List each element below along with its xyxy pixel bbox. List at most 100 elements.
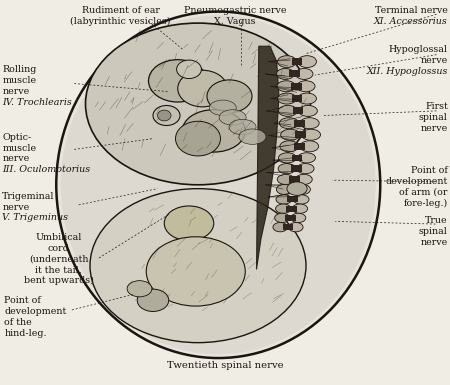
Ellipse shape <box>148 60 207 102</box>
Text: (labyrinthic vesicles): (labyrinthic vesicles) <box>70 17 171 26</box>
Polygon shape <box>286 206 297 212</box>
Text: Hypoglossal: Hypoglossal <box>389 45 448 54</box>
Ellipse shape <box>297 81 315 92</box>
Text: bent upwards): bent upwards) <box>23 276 94 285</box>
Ellipse shape <box>277 81 295 92</box>
Polygon shape <box>285 215 296 221</box>
Polygon shape <box>292 155 302 161</box>
Ellipse shape <box>281 129 300 140</box>
Ellipse shape <box>176 60 202 79</box>
Ellipse shape <box>279 118 298 129</box>
Text: Terminal nerve: Terminal nerve <box>375 6 448 15</box>
Text: nerve: nerve <box>420 124 448 132</box>
Polygon shape <box>291 83 302 90</box>
Text: IV. Trochlearis: IV. Trochlearis <box>2 98 72 107</box>
Ellipse shape <box>294 184 310 194</box>
Ellipse shape <box>298 56 316 67</box>
Ellipse shape <box>288 223 303 232</box>
Text: XII. Hypoglossus: XII. Hypoglossus <box>366 67 448 76</box>
Ellipse shape <box>277 174 294 184</box>
Text: True: True <box>425 216 448 225</box>
Text: it the tail,: it the tail, <box>35 265 82 274</box>
Text: Point of: Point of <box>411 166 448 175</box>
Text: nerve: nerve <box>2 154 30 163</box>
Text: muscle: muscle <box>2 76 36 85</box>
Text: of arm (or: of arm (or <box>400 188 448 197</box>
Text: nerve: nerve <box>2 87 30 96</box>
Polygon shape <box>256 46 279 270</box>
Text: Pneumogastric nerve: Pneumogastric nerve <box>184 6 286 15</box>
Ellipse shape <box>176 121 220 156</box>
Ellipse shape <box>300 118 319 129</box>
Polygon shape <box>288 186 299 192</box>
Text: (underneath: (underneath <box>29 254 88 263</box>
Polygon shape <box>292 107 303 114</box>
Ellipse shape <box>276 184 293 194</box>
Ellipse shape <box>287 182 307 196</box>
Ellipse shape <box>297 164 314 174</box>
Polygon shape <box>289 176 300 182</box>
Ellipse shape <box>274 213 290 223</box>
Text: III. Oculomotorius: III. Oculomotorius <box>2 165 90 174</box>
Ellipse shape <box>56 12 380 358</box>
Ellipse shape <box>90 189 306 343</box>
Ellipse shape <box>292 204 308 213</box>
Text: spinal: spinal <box>419 113 448 122</box>
Polygon shape <box>292 95 302 102</box>
Ellipse shape <box>300 141 319 152</box>
Ellipse shape <box>273 223 288 232</box>
Text: Rolling: Rolling <box>2 65 36 74</box>
Polygon shape <box>292 58 302 65</box>
Ellipse shape <box>153 105 180 126</box>
Ellipse shape <box>298 93 316 104</box>
Text: nerve: nerve <box>2 203 30 211</box>
Polygon shape <box>294 143 305 150</box>
Ellipse shape <box>278 93 296 104</box>
Ellipse shape <box>207 80 252 112</box>
Text: Optic-: Optic- <box>2 133 32 142</box>
Ellipse shape <box>279 105 297 116</box>
Polygon shape <box>289 70 300 77</box>
Ellipse shape <box>295 174 312 184</box>
Ellipse shape <box>158 110 171 121</box>
Ellipse shape <box>293 195 309 204</box>
Ellipse shape <box>278 56 296 67</box>
Text: Trigeminal: Trigeminal <box>2 192 55 201</box>
Ellipse shape <box>209 100 236 116</box>
Text: Twentieth spinal nerve: Twentieth spinal nerve <box>166 362 284 370</box>
Ellipse shape <box>127 281 152 297</box>
Ellipse shape <box>86 23 310 185</box>
Ellipse shape <box>278 164 296 174</box>
Ellipse shape <box>61 15 376 354</box>
Text: Umbilical: Umbilical <box>35 233 82 242</box>
Ellipse shape <box>276 69 294 79</box>
Ellipse shape <box>279 153 296 163</box>
Ellipse shape <box>275 204 291 213</box>
Ellipse shape <box>137 289 169 311</box>
Text: cord: cord <box>48 244 69 253</box>
Text: of the: of the <box>4 318 32 327</box>
Text: nerve: nerve <box>420 238 448 247</box>
Text: X. Vagus: X. Vagus <box>214 17 256 25</box>
Ellipse shape <box>182 110 245 152</box>
Ellipse shape <box>276 195 292 204</box>
Polygon shape <box>294 120 305 127</box>
Text: hind-leg.: hind-leg. <box>4 329 47 338</box>
Ellipse shape <box>239 129 266 144</box>
Ellipse shape <box>296 69 313 79</box>
Ellipse shape <box>229 119 256 135</box>
Polygon shape <box>287 196 298 203</box>
Ellipse shape <box>291 213 306 223</box>
Ellipse shape <box>299 105 317 116</box>
Polygon shape <box>295 131 306 138</box>
Text: V. Trigeminus: V. Trigeminus <box>2 213 68 222</box>
Ellipse shape <box>146 237 245 306</box>
Ellipse shape <box>164 206 214 241</box>
Ellipse shape <box>280 141 298 152</box>
Polygon shape <box>283 224 293 230</box>
Text: First: First <box>425 102 448 111</box>
Text: spinal: spinal <box>419 227 448 236</box>
Text: development: development <box>386 177 448 186</box>
Ellipse shape <box>298 153 315 163</box>
Text: nerve: nerve <box>420 56 448 65</box>
